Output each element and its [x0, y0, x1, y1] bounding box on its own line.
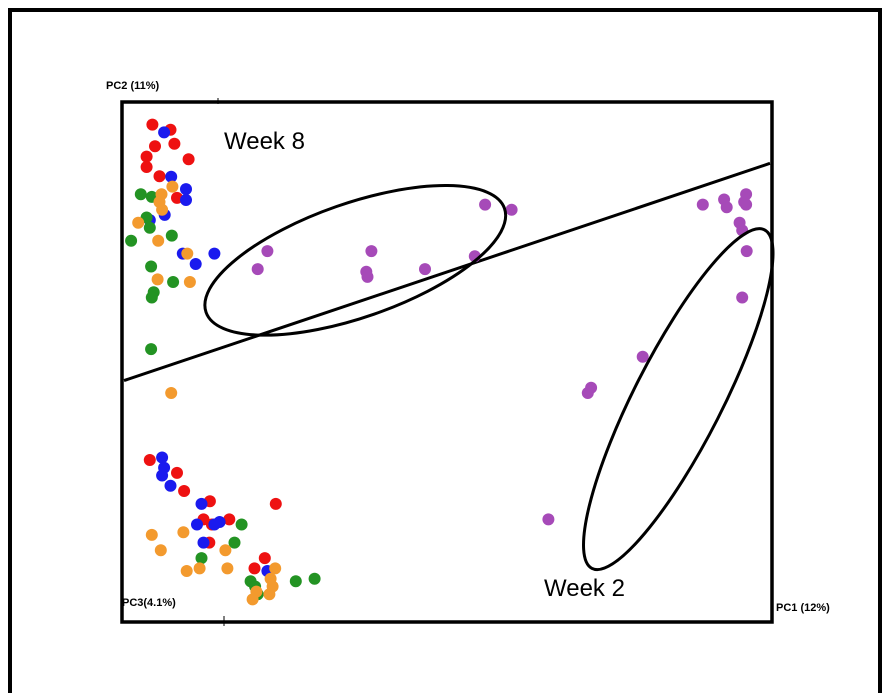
plot-frame [120, 100, 774, 624]
blue-data-point [164, 479, 177, 492]
purple-data-point [542, 513, 555, 526]
red-data-point [168, 137, 181, 150]
blue-data-point [158, 126, 171, 139]
orange-data-point [266, 580, 279, 593]
orange-data-point [219, 544, 232, 557]
orange-data-point [151, 273, 164, 286]
week2-ellipse [582, 227, 775, 572]
blue-data-point [208, 247, 221, 260]
orange-data-point [166, 180, 179, 193]
orange-data-point [165, 387, 178, 399]
green-data-point [289, 575, 302, 588]
orange-data-point [221, 562, 234, 575]
orange-data-point [246, 593, 259, 606]
pc1-axis-label: PC1 (12%) [776, 602, 830, 614]
purple-data-point [419, 263, 431, 276]
green-data-point [145, 343, 158, 356]
red-data-point [178, 485, 191, 497]
green-data-point [125, 234, 138, 247]
red-data-point [153, 170, 166, 183]
week2-label: Week 2 [544, 575, 625, 602]
blue-data-point [195, 497, 208, 510]
purple-data-point [479, 198, 492, 211]
red-data-point [171, 466, 183, 479]
green-data-point [308, 572, 321, 585]
purple-data-point [581, 387, 594, 399]
orange-data-point [181, 247, 194, 260]
blue-data-point [180, 194, 192, 206]
red-data-point [143, 454, 156, 466]
orange-data-point [132, 216, 145, 229]
orange-data-point [193, 562, 206, 575]
separator-line [123, 161, 771, 382]
green-data-point [145, 260, 158, 273]
green-data-point [143, 221, 156, 234]
red-data-point [258, 552, 271, 565]
red-data-point [140, 161, 153, 173]
purple-data-point [696, 198, 709, 211]
blue-data-point [156, 469, 169, 482]
data-points [125, 118, 753, 606]
orange-data-point [180, 565, 193, 577]
red-data-point [146, 118, 159, 131]
orange-data-point [152, 234, 165, 247]
blue-data-point [213, 516, 226, 528]
purple-data-point [740, 245, 753, 258]
red-data-point [171, 191, 183, 204]
green-data-point [145, 291, 158, 304]
group-ellipses [203, 184, 775, 572]
orange-data-point [145, 528, 158, 541]
purple-data-point [251, 263, 264, 276]
red-data-point [149, 140, 161, 153]
orange-data-point [156, 203, 169, 216]
purple-data-point [361, 270, 374, 283]
green-data-point [167, 276, 180, 288]
purple-data-point [736, 291, 749, 304]
blue-data-point [165, 170, 178, 183]
purple-data-point [738, 196, 751, 208]
purple-data-point [261, 245, 274, 258]
pc2-axis-label: PC2 (11%) [106, 80, 160, 92]
blue-data-point [191, 518, 203, 531]
purple-data-point [365, 245, 378, 258]
green-data-point [195, 552, 208, 565]
week8-label: Week 8 [224, 128, 305, 155]
orange-data-point [177, 526, 190, 539]
red-data-point [248, 562, 261, 575]
purple-data-point [636, 350, 649, 363]
orange-data-point [269, 562, 282, 575]
green-data-point [165, 229, 178, 242]
pc3-axis-label: PC3(4.1%) [122, 597, 176, 609]
red-data-point [223, 513, 236, 526]
red-data-point [182, 153, 195, 166]
purple-data-point [720, 201, 733, 214]
blue-data-point [180, 183, 192, 196]
green-data-point [134, 188, 147, 201]
blue-data-point [197, 536, 210, 549]
blue-data-point [189, 258, 202, 270]
week8-ellipse [203, 184, 508, 337]
blue-data-point [156, 451, 169, 464]
purple-data-point [505, 203, 518, 216]
green-data-point [228, 536, 241, 549]
red-data-point [140, 150, 153, 163]
green-data-point [235, 518, 248, 531]
orange-data-point [183, 276, 196, 288]
orange-data-point [154, 544, 167, 557]
red-data-point [269, 497, 282, 510]
